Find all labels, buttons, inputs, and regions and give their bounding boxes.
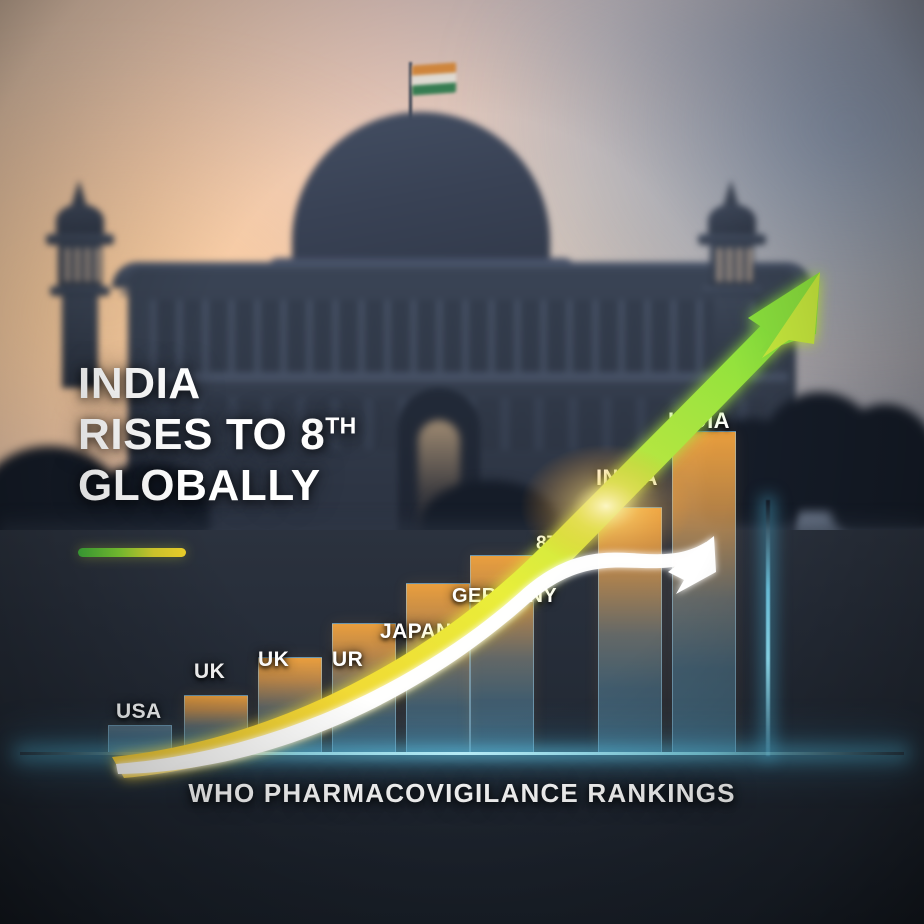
bar-label-india-7: INDIA bbox=[596, 465, 658, 490]
headline-ordinal-suffix: TH bbox=[325, 412, 357, 439]
headline-line-2-text: RISES TO 8 bbox=[78, 410, 326, 460]
bar-label-ur-3: UR bbox=[332, 648, 364, 671]
headline: INDIA RISES TO 8TH GLOBALLY bbox=[78, 358, 498, 511]
bar-label-8th-6: 8TH bbox=[536, 533, 574, 554]
bar-india-7 bbox=[672, 431, 736, 752]
bar-label-usa-0: USA bbox=[116, 700, 162, 723]
tricolor-accent-bar bbox=[78, 548, 186, 557]
bar-label-germany-5: GERMANY bbox=[452, 585, 558, 607]
headline-line-3: GLOBALLY bbox=[78, 461, 321, 511]
vertical-glow-accent bbox=[766, 500, 770, 756]
bar-label-india-8: INDIA bbox=[668, 408, 730, 433]
chart-baseline bbox=[20, 752, 904, 755]
headline-line-1: INDIA bbox=[78, 359, 201, 408]
bar-uk-1 bbox=[184, 695, 248, 752]
chart-caption: WHO PHARMACOVIGILANCE RANKINGS bbox=[188, 778, 736, 808]
bar-japan-4 bbox=[406, 583, 470, 752]
left-tower-columns bbox=[60, 248, 100, 282]
bar-india-6 bbox=[598, 507, 662, 752]
bar-label-japan-4: JAPAN bbox=[380, 620, 452, 643]
headline-line-2: RISES TO 8TH bbox=[78, 409, 498, 460]
bar-label-uk-1: UK bbox=[194, 660, 226, 683]
bar-label-uk-2: UK bbox=[258, 648, 290, 671]
right-tower-columns bbox=[712, 248, 752, 282]
